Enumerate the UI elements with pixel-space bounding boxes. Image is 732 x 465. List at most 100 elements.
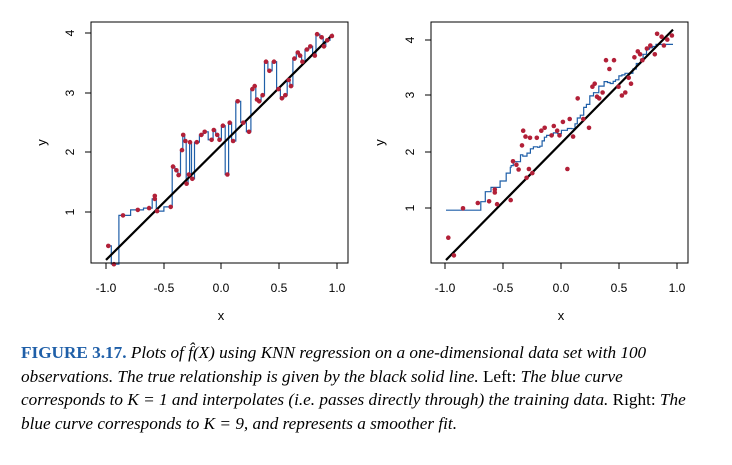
data-point bbox=[600, 90, 605, 95]
data-point bbox=[176, 172, 181, 178]
y-axis-label: y bbox=[372, 139, 387, 146]
data-point bbox=[640, 57, 645, 63]
data-point bbox=[321, 44, 327, 49]
data-point bbox=[276, 86, 281, 92]
data-point bbox=[539, 128, 544, 133]
right-panel: -1.0 -0.5 0.0 0.5 1.0 x 1 2 3 4 y bbox=[372, 21, 689, 323]
data-point bbox=[283, 92, 288, 98]
data-point bbox=[596, 96, 602, 101]
data-point bbox=[183, 138, 188, 144]
data-point bbox=[286, 77, 292, 83]
data-point bbox=[314, 31, 320, 37]
data-point bbox=[202, 129, 207, 135]
data-point bbox=[475, 200, 481, 206]
data-point bbox=[554, 128, 560, 133]
data-point bbox=[516, 167, 521, 172]
data-point bbox=[312, 53, 318, 58]
data-point bbox=[300, 59, 305, 64]
data-point bbox=[168, 204, 173, 210]
data-point bbox=[199, 132, 204, 138]
data-point bbox=[570, 134, 576, 139]
data-point bbox=[319, 35, 324, 40]
data-point bbox=[152, 193, 158, 199]
data-point bbox=[241, 120, 246, 125]
data-point bbox=[209, 137, 214, 143]
data-point bbox=[514, 162, 519, 168]
data-point bbox=[179, 147, 185, 153]
data-point bbox=[260, 92, 265, 98]
plot-frame bbox=[430, 21, 689, 264]
x-tick-label: 1.0 bbox=[329, 281, 346, 295]
data-point bbox=[288, 83, 294, 89]
data-point bbox=[551, 123, 557, 129]
y-tick-label: 1 bbox=[403, 204, 417, 211]
data-point bbox=[665, 37, 670, 42]
data-point bbox=[603, 57, 609, 63]
caption-left-label: Left: bbox=[482, 366, 517, 386]
data-point bbox=[661, 43, 667, 48]
x-axis-label: x bbox=[218, 308, 225, 323]
data-point bbox=[227, 120, 232, 125]
data-point bbox=[654, 31, 660, 37]
data-point bbox=[308, 44, 313, 49]
y-tick-label: 2 bbox=[63, 148, 77, 155]
data-point bbox=[669, 33, 675, 38]
caption-text-3: The blue curve corresponds to bbox=[21, 366, 623, 410]
data-point bbox=[146, 205, 152, 211]
data-point bbox=[523, 134, 528, 139]
true-line bbox=[445, 28, 674, 261]
data-point bbox=[329, 33, 335, 39]
x-tick-label: -1.0 bbox=[435, 281, 456, 295]
data-point bbox=[279, 96, 285, 101]
left-panel: -1.0 -0.5 0.0 0.5 1.0 x 1 2 3 4 y bbox=[34, 21, 349, 323]
data-point bbox=[186, 172, 192, 177]
data-point bbox=[187, 139, 193, 145]
x-tick-label: 1.0 bbox=[669, 281, 686, 295]
data-point bbox=[508, 197, 513, 203]
x-tick-label: -0.5 bbox=[154, 281, 175, 295]
data-point bbox=[230, 138, 236, 144]
data-point bbox=[628, 81, 634, 86]
x-tick-label: -1.0 bbox=[96, 281, 117, 295]
data-point bbox=[325, 38, 330, 43]
data-point bbox=[220, 123, 226, 128]
x-tick-label: 0.5 bbox=[271, 281, 288, 295]
data-point bbox=[557, 133, 562, 138]
data-point bbox=[170, 164, 176, 169]
caption-text-1: Plots of bbox=[130, 343, 184, 362]
data-point bbox=[659, 34, 664, 39]
data-point bbox=[549, 133, 554, 138]
data-point bbox=[267, 68, 272, 74]
caption-label: FIGURE 3.17. bbox=[21, 343, 127, 362]
figure-caption: FIGURE 3.17. Plots of f̂(X) using KNN re… bbox=[21, 341, 711, 435]
caption-text-5: The blue curve corresponds to bbox=[21, 390, 686, 433]
true-line bbox=[105, 33, 334, 261]
y-axis-label: y bbox=[34, 139, 49, 146]
caption-eq-2: K = 9, bbox=[203, 413, 249, 433]
data-point bbox=[451, 253, 457, 258]
data-point bbox=[526, 166, 532, 172]
data-point bbox=[263, 59, 269, 64]
data-point bbox=[135, 207, 141, 213]
data-point bbox=[652, 52, 658, 57]
data-point bbox=[492, 187, 498, 192]
x-tick-label: 0.0 bbox=[213, 281, 230, 295]
data-point bbox=[486, 199, 492, 204]
data-point bbox=[519, 143, 525, 148]
data-point bbox=[256, 99, 262, 104]
data-point bbox=[527, 135, 533, 141]
data-point bbox=[214, 132, 220, 138]
x-tick-label: -0.5 bbox=[493, 281, 514, 295]
data-point bbox=[180, 132, 186, 138]
data-point bbox=[510, 159, 516, 164]
data-point bbox=[217, 137, 222, 143]
data-point bbox=[271, 59, 277, 64]
data-point bbox=[225, 172, 230, 177]
x-tick-label: 0.0 bbox=[553, 281, 570, 295]
data-point bbox=[524, 175, 529, 181]
data-point bbox=[530, 170, 535, 176]
data-point bbox=[106, 243, 111, 249]
data-point bbox=[154, 208, 160, 214]
y-tick-label: 2 bbox=[403, 148, 417, 155]
data-point bbox=[607, 66, 612, 72]
